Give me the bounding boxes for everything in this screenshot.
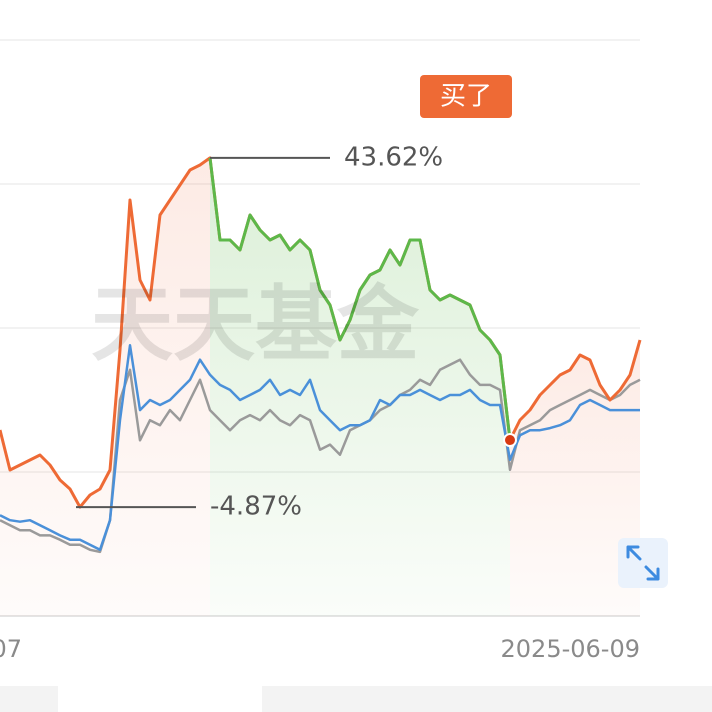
watermark: 天天基金 (91, 277, 420, 372)
x-tick-label: 2025-06-09 (501, 635, 640, 663)
tab (262, 686, 712, 712)
series-line (0, 344, 640, 552)
buy-point (503, 433, 517, 448)
drawdown-line (208, 157, 512, 441)
drawdown-area (210, 157, 510, 616)
tab (0, 686, 58, 712)
x-tick-label: 07 (0, 635, 22, 663)
annotation-label: 43.62% (344, 142, 443, 172)
area (0, 157, 210, 616)
annotation-label: -4.87% (210, 492, 302, 522)
buy-badge (420, 75, 512, 118)
plot: 07 2025-06-09 43.62% -4.87% 买了 (0, 39, 642, 663)
buy-label: 买了 (440, 82, 492, 112)
expand-button[interactable] (618, 538, 668, 588)
